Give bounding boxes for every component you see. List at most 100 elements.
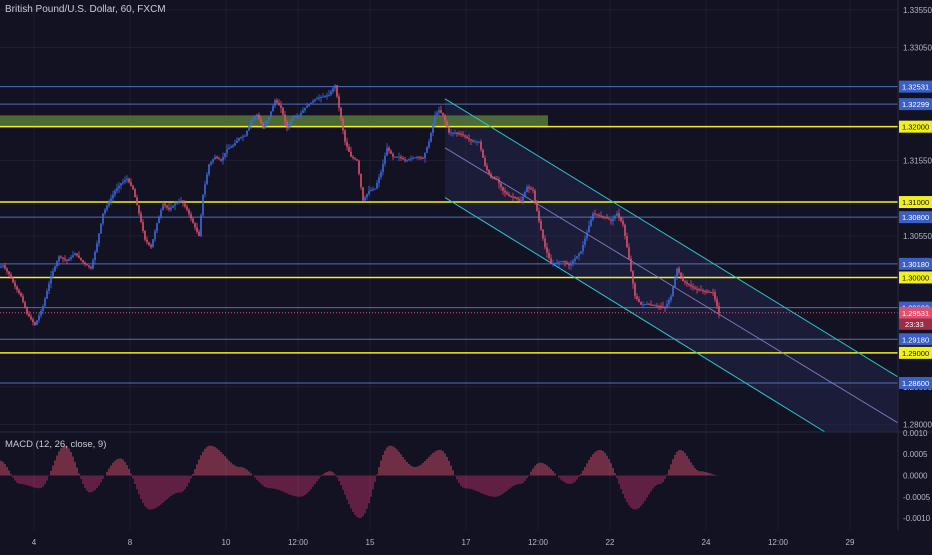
candle-body: [704, 290, 706, 292]
candle-body: [130, 182, 132, 186]
candle-body: [322, 96, 324, 98]
candle-body: [434, 115, 436, 125]
candle-body: [386, 147, 388, 156]
candle-body: [132, 185, 134, 190]
candle-body: [456, 132, 458, 134]
candle-body: [590, 219, 592, 226]
macd-title: MACD (12, 26, close, 9): [5, 439, 107, 450]
candle-body: [336, 85, 338, 97]
time-tick-label: 12:00: [528, 538, 549, 547]
candle-body: [564, 260, 566, 263]
candle-body: [568, 263, 570, 266]
candle-body: [354, 158, 356, 160]
candle-body: [4, 265, 6, 269]
candle-body: [218, 158, 220, 160]
candle-body: [198, 231, 200, 236]
candle-body: [26, 307, 28, 314]
candle-body: [684, 281, 686, 283]
candle-body: [360, 173, 362, 188]
candle-body: [290, 120, 292, 125]
candle-body: [44, 298, 46, 307]
candle-body: [410, 158, 412, 160]
price-tick-label: 1.33050: [903, 43, 932, 52]
candle-body: [628, 247, 630, 259]
candle-body: [614, 215, 616, 219]
candle-body: [370, 189, 372, 191]
candle-body: [520, 200, 522, 203]
candle-body: [76, 253, 78, 256]
candle-body: [342, 119, 344, 131]
channel-middle-line: [444, 147, 899, 424]
candle-body: [82, 260, 84, 263]
candle-body: [52, 271, 54, 276]
candle-body: [368, 190, 370, 195]
candle-body: [358, 160, 360, 174]
time-tick-label: 29: [846, 538, 855, 547]
candle-body: [166, 205, 168, 208]
candle-body: [534, 190, 536, 201]
candle-body: [220, 159, 222, 161]
candle-body: [698, 289, 700, 291]
candle-body: [320, 97, 322, 99]
candle-body: [616, 213, 618, 216]
candle-body: [510, 196, 512, 198]
candle-body: [348, 146, 350, 152]
candle-body: [14, 282, 16, 287]
candle-body: [602, 216, 604, 218]
candle-body: [420, 157, 422, 159]
candle-body: [708, 291, 710, 293]
candle-body: [312, 101, 314, 103]
candle-body: [72, 255, 74, 258]
candle-body: [110, 198, 112, 203]
candle-body: [36, 320, 38, 325]
candle-body: [512, 196, 514, 198]
candle-body: [640, 301, 642, 305]
candle-body: [412, 157, 414, 159]
candle-body: [208, 164, 210, 175]
candle-body: [494, 178, 496, 180]
candle-body: [74, 253, 76, 256]
candle-body: [448, 126, 450, 133]
time-tick-label: 24: [702, 538, 711, 547]
candle-body: [516, 197, 518, 200]
candle-body: [204, 184, 206, 195]
candle-body: [554, 262, 556, 264]
candle-body: [696, 288, 698, 290]
candle-body: [362, 187, 364, 201]
candle-body: [394, 156, 396, 158]
candle-body: [318, 97, 320, 99]
candle-body: [572, 260, 574, 264]
candle-body: [90, 266, 92, 269]
candle-body: [250, 120, 252, 126]
candle-body: [478, 141, 480, 143]
candle-body: [462, 134, 464, 136]
price-tick-label: 1.33550: [903, 6, 932, 15]
candle-body: [168, 207, 170, 210]
candle-body: [344, 130, 346, 142]
candle-body: [302, 110, 304, 113]
candle-body: [350, 151, 352, 157]
candle-body: [22, 296, 24, 303]
candle-body: [226, 149, 228, 154]
candle-body: [598, 214, 600, 216]
candle-body: [504, 190, 506, 193]
candle-body: [314, 99, 316, 102]
candle-body: [316, 98, 318, 100]
candle-body: [464, 135, 466, 137]
candle-body: [154, 231, 156, 240]
candle-body: [46, 291, 48, 299]
candle-body: [626, 235, 628, 248]
candle-body: [122, 181, 124, 184]
candle-body: [502, 186, 504, 191]
candle-body: [620, 217, 622, 221]
candle-body: [48, 283, 50, 292]
candle-body: [688, 283, 690, 285]
candle-body: [176, 202, 178, 204]
candle-body: [0, 266, 2, 268]
candle-body: [54, 266, 56, 272]
candle-body: [666, 303, 668, 308]
candle-body: [550, 258, 552, 264]
candle-body: [276, 100, 278, 103]
